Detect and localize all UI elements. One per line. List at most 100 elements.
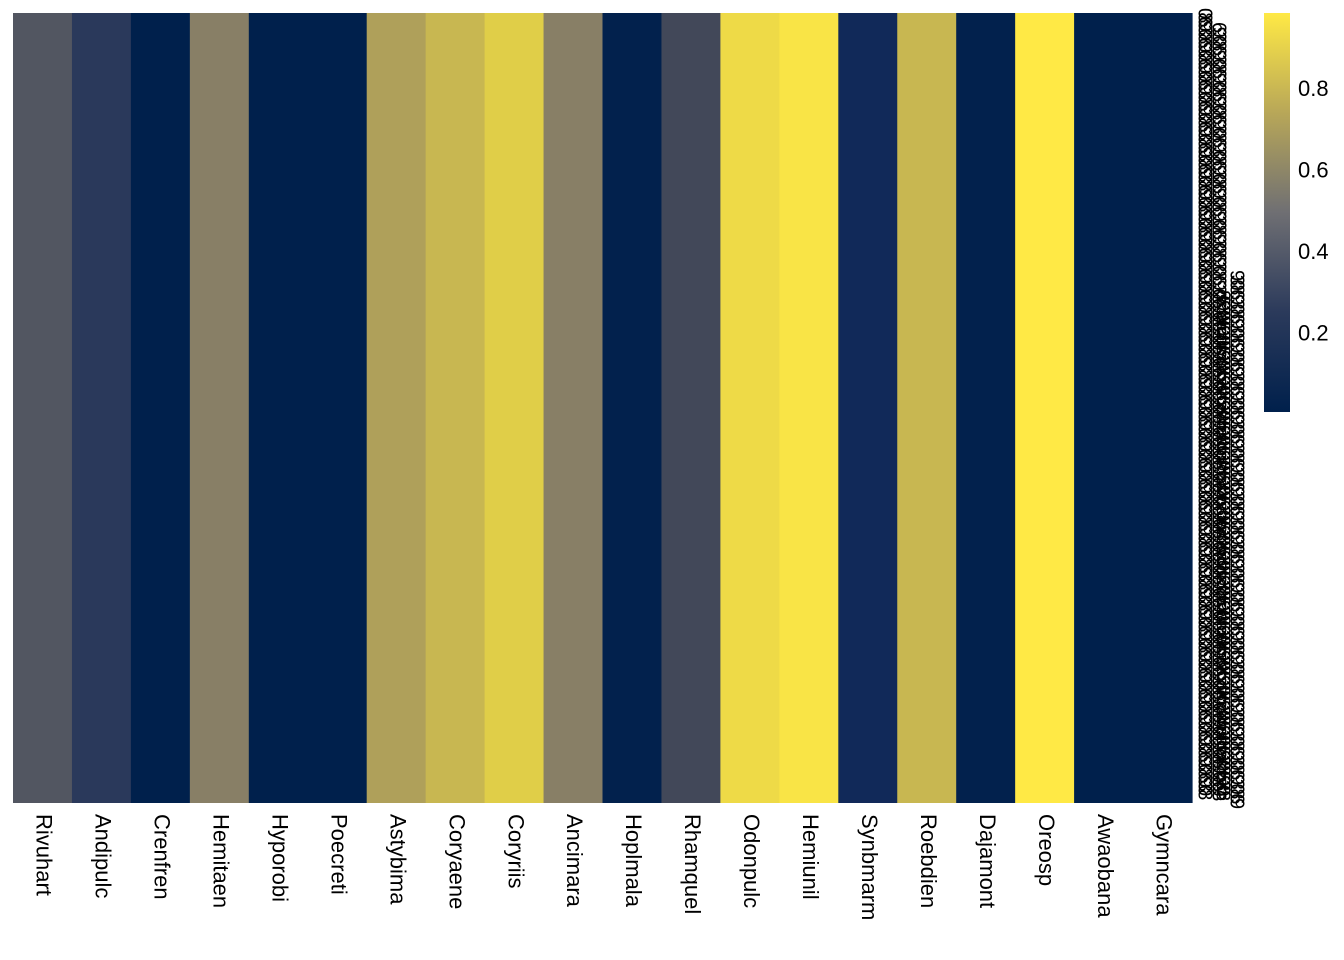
row-label-mark: 0 [1226, 712, 1248, 723]
row-label-mark: 8 [1212, 490, 1234, 501]
row-label-mark: 6 [1194, 205, 1216, 216]
colorbar-tick-label: 0.6 [1298, 158, 1329, 183]
row-label-mark: 0 [1212, 335, 1234, 346]
row-label-mark: 3 [1226, 659, 1248, 670]
row-label-mark: 0 [1194, 659, 1216, 670]
row-label-mark: 9 [1208, 602, 1230, 613]
row-label-mark: 8 [1194, 33, 1216, 44]
row-label-mark: 6 [1208, 45, 1230, 56]
heatmap-cell-hyporobi [248, 13, 309, 803]
row-label-mark: 9 [1208, 165, 1230, 176]
row-label-mark: 9 [1212, 625, 1234, 636]
row-label-mark: 9 [1208, 487, 1230, 498]
row-label-mark: 3 [1194, 235, 1216, 246]
row-label-mark: 6 [1194, 457, 1216, 468]
column-label-rhamquel: Rhamquel [680, 814, 705, 914]
row-label-mark: 9 [1194, 714, 1216, 725]
row-label-mark: 9 [1226, 582, 1248, 593]
row-label-mark: 0 [1208, 450, 1230, 461]
column-label-dajamont: Dajamont [975, 814, 1000, 908]
row-label-mark: 9 [1212, 375, 1234, 386]
row-label-mark: 3 [1208, 31, 1230, 42]
row-label-mark: 9 [1226, 414, 1248, 425]
row-label-mark: 9 [1208, 441, 1230, 452]
row-label-mark: 9 [1212, 725, 1234, 736]
row-label-mark: 3 [1226, 635, 1248, 646]
row-label-mark: 8 [1208, 638, 1230, 649]
row-label-mark: 3 [1194, 739, 1216, 750]
row-label-mark: 3 [1226, 467, 1248, 478]
row-label-mark: 9 [1212, 300, 1234, 311]
row-label-mark: 8 [1212, 415, 1234, 426]
row-label-mark: 8 [1194, 621, 1216, 632]
row-label-mark: 0 [1194, 365, 1216, 376]
row-label-mark: 0 [1208, 404, 1230, 415]
row-label-mark: 6 [1208, 321, 1230, 332]
row-label-mark: 3 [1212, 480, 1234, 491]
row-label-mark: 8 [1208, 155, 1230, 166]
row-label-mark: 8 [1208, 661, 1230, 672]
row-label-mark: 9 [1208, 257, 1230, 268]
row-label-mark: 0 [1208, 312, 1230, 323]
row-label-mark: 3 [1194, 109, 1216, 120]
row-label-mark: 6 [1194, 100, 1216, 111]
column-labels: Rivuhart Andipulc Crenfren Hemitaen Hyporobi… [32, 814, 1177, 920]
row-label-mark: 9 [1226, 558, 1248, 569]
row-label-mark: 9 [1226, 366, 1248, 377]
row-label-mark: 8 [1226, 332, 1248, 343]
row-label-mark: 8 [1212, 690, 1234, 701]
row-label-mark: 3 [1226, 515, 1248, 526]
row-label-mark: 0 [1194, 302, 1216, 313]
row-label-mark: 6 [1194, 709, 1216, 720]
row-label-mark: 3 [1208, 744, 1230, 755]
row-label-mark: 3 [1212, 430, 1234, 441]
row-label-mark: 8 [1194, 495, 1216, 506]
row-label-mark: 9 [1208, 648, 1230, 659]
heatmap-cell-coryriis [484, 13, 545, 803]
row-label-mark: 9 [1208, 303, 1230, 314]
row-label-mark: 6 [1194, 310, 1216, 321]
row-label-mark: 0 [1212, 435, 1234, 446]
row-label-mark: 6 [1208, 298, 1230, 309]
row-label-mark: 9 [1208, 625, 1230, 636]
row-label-mark: 9 [1226, 726, 1248, 737]
row-label-mark: 6 [1194, 772, 1216, 783]
row-label-mark: 6 [1208, 229, 1230, 240]
row-label-mark: 3 [1208, 192, 1230, 203]
row-label-mark: 0 [1194, 239, 1216, 250]
row-label-mark: 8 [1226, 788, 1248, 799]
row-label-mark: 9 [1208, 464, 1230, 475]
row-label-mark: 8 [1194, 222, 1216, 233]
heatmap-cell-roebdien [897, 13, 957, 803]
row-label-mark: 8 [1208, 178, 1230, 189]
row-label-mark: 8 [1226, 644, 1248, 655]
row-label-mark: 8 [1208, 270, 1230, 281]
row-label-mark: 9 [1208, 234, 1230, 245]
row-label-mark: 8 [1226, 668, 1248, 679]
row-label-mark: 8 [1194, 180, 1216, 191]
row-label-mark: 9 [1194, 84, 1216, 95]
row-label-mark: 0 [1208, 680, 1230, 691]
row-label-mark: 9 [1212, 525, 1234, 536]
row-label-mark: 3 [1194, 319, 1216, 330]
row-label-mark: 9 [1194, 420, 1216, 431]
row-label-mark: 8 [1194, 264, 1216, 275]
row-label-mark: 9 [1194, 651, 1216, 662]
row-label-mark: 3 [1208, 422, 1230, 433]
row-label-mark: 3 [1208, 399, 1230, 410]
row-label-mark: 8 [1194, 600, 1216, 611]
row-label-mark: 8 [1226, 572, 1248, 583]
row-label-mark: 3 [1226, 587, 1248, 598]
row-label-mark: 9 [1226, 702, 1248, 713]
row-label-mark: 9 [1194, 378, 1216, 389]
row-label-mark: 6 [1208, 758, 1230, 769]
row-label-mark: 3 [1194, 25, 1216, 36]
row-label-mark: 6 [1212, 320, 1234, 331]
row-label-mark: 8 [1194, 474, 1216, 485]
row-label-mark: 3 [1208, 330, 1230, 341]
row-label-mark: 3 [1194, 361, 1216, 372]
row-label-mark: 0 [1208, 427, 1230, 438]
row-label-mark: 9 [1208, 395, 1230, 406]
row-label-mark: 8 [1208, 247, 1230, 258]
row-label-mark: 0 [1212, 685, 1234, 696]
